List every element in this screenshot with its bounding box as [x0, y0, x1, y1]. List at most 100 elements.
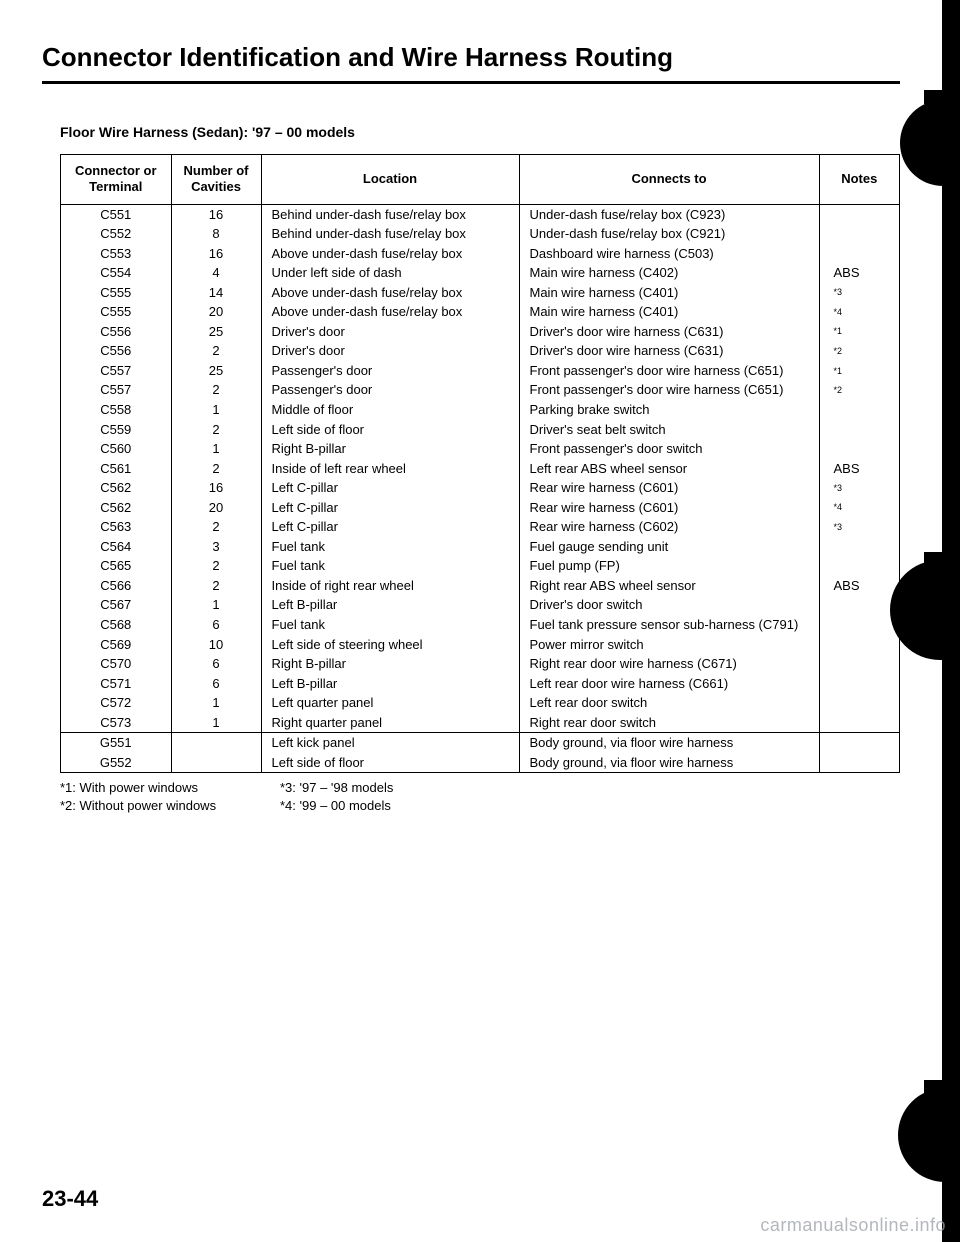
table-row: C5671Left B-pillarDriver's door switch: [61, 595, 899, 615]
table-cell: Fuel tank pressure sensor sub-harness (C…: [519, 615, 819, 635]
table-row: C55520Above under-dash fuse/relay boxMai…: [61, 302, 899, 322]
table-cell: 20: [171, 498, 261, 518]
table-cell: 1: [171, 595, 261, 615]
th-location: Location: [261, 155, 519, 204]
table-cell: Middle of floor: [261, 400, 519, 420]
table-row: C56910Left side of steering wheelPower m…: [61, 635, 899, 655]
page-number: 23-44: [42, 1186, 98, 1212]
table-cell: C568: [61, 615, 171, 635]
table-cell: C558: [61, 400, 171, 420]
table-cell: Fuel pump (FP): [519, 556, 819, 576]
table-cell: Fuel gauge sending unit: [519, 537, 819, 557]
table-row: C5662Inside of right rear wheelRight rea…: [61, 576, 899, 596]
binder-pin-top: [924, 90, 960, 104]
table-cell: C551: [61, 204, 171, 224]
table-cell: Left rear ABS wheel sensor: [519, 459, 819, 479]
binder-tab-top: [900, 100, 960, 186]
binder-pin-bot: [924, 1080, 960, 1094]
table-row: C56220Left C-pillarRear wire harness (C6…: [61, 498, 899, 518]
table-cell: C562: [61, 478, 171, 498]
footnote-1: *1: With power windows: [60, 779, 280, 797]
table-cell: [819, 693, 899, 713]
table-cell: Driver's seat belt switch: [519, 420, 819, 440]
table-row: C5652Fuel tankFuel pump (FP): [61, 556, 899, 576]
watermark: carmanualsonline.info: [760, 1215, 946, 1236]
table-cell: Fuel tank: [261, 615, 519, 635]
table-cell: Under-dash fuse/relay box (C921): [519, 224, 819, 244]
table-row: C5612Inside of left rear wheelLeft rear …: [61, 459, 899, 479]
table-cell: [819, 439, 899, 459]
table-cell: *3: [819, 478, 899, 498]
table-cell: 20: [171, 302, 261, 322]
table-cell: [819, 556, 899, 576]
table-row: C55514Above under-dash fuse/relay boxMai…: [61, 283, 899, 303]
table-cell: *4: [819, 498, 899, 518]
table-cell: G552: [61, 753, 171, 773]
footnote-3: *3: '97 – '98 models: [280, 779, 393, 797]
table-cell: 8: [171, 224, 261, 244]
table-cell: [819, 204, 899, 224]
table-cell: 2: [171, 420, 261, 440]
table-cell: C563: [61, 517, 171, 537]
table-cell: Rear wire harness (C601): [519, 498, 819, 518]
table-cell: C565: [61, 556, 171, 576]
table-cell: Driver's door wire harness (C631): [519, 322, 819, 342]
table-cell: *2: [819, 380, 899, 400]
table-cell: [819, 595, 899, 615]
table-row: C55725Passenger's doorFront passenger's …: [61, 361, 899, 381]
table-cell: C555: [61, 283, 171, 303]
title-rule: [42, 81, 900, 84]
table-cell: Left side of steering wheel: [261, 635, 519, 655]
table-cell: Right rear ABS wheel sensor: [519, 576, 819, 596]
table-cell: 1: [171, 693, 261, 713]
table-cell: Passenger's door: [261, 380, 519, 400]
table-cell: C567: [61, 595, 171, 615]
table-cell: Fuel tank: [261, 556, 519, 576]
table-cell: 2: [171, 380, 261, 400]
table-row: C5562Driver's doorDriver's door wire har…: [61, 341, 899, 361]
table-row: C5643Fuel tankFuel gauge sending unit: [61, 537, 899, 557]
table-row: C56216Left C-pillarRear wire harness (C6…: [61, 478, 899, 498]
table-cell: Driver's door wire harness (C631): [519, 341, 819, 361]
table-cell: 2: [171, 341, 261, 361]
table-cell: C566: [61, 576, 171, 596]
table-cell: [819, 635, 899, 655]
table-cell: [171, 733, 261, 753]
table-cell: *4: [819, 302, 899, 322]
table-cell: Dashboard wire harness (C503): [519, 244, 819, 264]
table-cell: [819, 400, 899, 420]
table-cell: Behind under-dash fuse/relay box: [261, 224, 519, 244]
table-cell: Main wire harness (C401): [519, 302, 819, 322]
table-cell: C564: [61, 537, 171, 557]
table-row: C5581Middle of floorParking brake switch: [61, 400, 899, 420]
table-cell: Right B-pillar: [261, 654, 519, 674]
table-cell: [819, 244, 899, 264]
table-cell: Rear wire harness (C601): [519, 478, 819, 498]
table-cell: [819, 733, 899, 753]
table-cell: Left rear door wire harness (C661): [519, 674, 819, 694]
table-cell: 4: [171, 263, 261, 283]
table-cell: ABS: [819, 263, 899, 283]
table-cell: 2: [171, 459, 261, 479]
table-cell: Driver's door switch: [519, 595, 819, 615]
table-cell: 6: [171, 615, 261, 635]
table-cell: 2: [171, 556, 261, 576]
table-cell: Driver's door: [261, 322, 519, 342]
table-row: C5544Under left side of dashMain wire ha…: [61, 263, 899, 283]
table-cell: Parking brake switch: [519, 400, 819, 420]
table-cell: Left B-pillar: [261, 595, 519, 615]
table-cell: C572: [61, 693, 171, 713]
table-row: C5706Right B-pillarRight rear door wire …: [61, 654, 899, 674]
table-cell: *3: [819, 517, 899, 537]
table-cell: C552: [61, 224, 171, 244]
th-connector: Connector or Terminal: [61, 155, 171, 204]
table-cell: Left C-pillar: [261, 517, 519, 537]
table-row: C5528Behind under-dash fuse/relay boxUnd…: [61, 224, 899, 244]
table-row: C5572Passenger's doorFront passenger's d…: [61, 380, 899, 400]
table-cell: Main wire harness (C401): [519, 283, 819, 303]
table-row: C55116Behind under-dash fuse/relay boxUn…: [61, 204, 899, 224]
table-cell: Left B-pillar: [261, 674, 519, 694]
table-cell: 1: [171, 439, 261, 459]
table-row: C5601Right B-pillarFront passenger's doo…: [61, 439, 899, 459]
table-cell: Right rear door switch: [519, 713, 819, 733]
